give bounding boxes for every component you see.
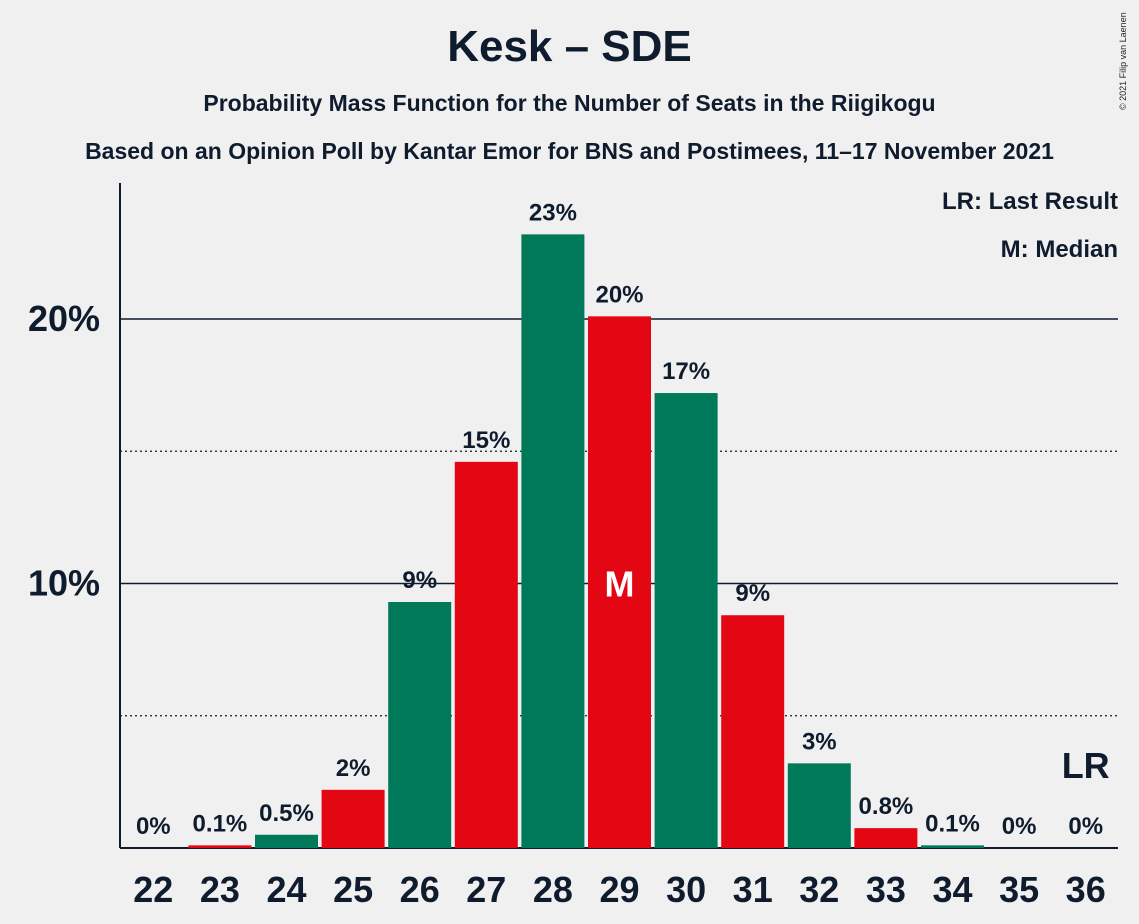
bar-value-label: 2% — [336, 755, 371, 782]
x-tick-label: 28 — [533, 869, 573, 910]
bar-28 — [521, 234, 585, 849]
bar-value-label: 0.1% — [193, 810, 248, 837]
x-tick-label: 27 — [466, 869, 506, 910]
bar-value-label: 9% — [735, 580, 770, 607]
bar-25 — [321, 789, 385, 848]
bar-value-label: 0% — [1002, 813, 1037, 840]
bar-value-label: 23% — [529, 199, 577, 226]
x-tick-label: 24 — [266, 869, 306, 910]
y-tick-label: 20% — [28, 298, 100, 339]
x-tick-label: 30 — [666, 869, 706, 910]
bar-33 — [854, 828, 918, 848]
bar-value-label: 9% — [402, 567, 437, 594]
last-result-marker: LR — [1062, 745, 1110, 786]
bar-value-label: 15% — [462, 427, 510, 454]
bar-value-label: 17% — [662, 358, 710, 385]
bar-31 — [721, 615, 785, 848]
x-tick-label: 31 — [733, 869, 773, 910]
bar-27 — [454, 461, 518, 848]
x-tick-label: 34 — [932, 869, 972, 910]
bar-34 — [921, 845, 984, 848]
x-tick-label: 23 — [200, 869, 240, 910]
bar-value-label: 0.5% — [259, 800, 314, 827]
bar-23 — [188, 845, 252, 848]
median-marker: M — [605, 564, 635, 605]
bar-24 — [255, 834, 318, 848]
legend-last-result: LR: Last Result — [942, 188, 1118, 215]
x-tick-label: 36 — [1066, 869, 1106, 910]
bar-value-label: 0.1% — [925, 810, 980, 837]
bar-value-label: 3% — [802, 728, 837, 755]
chart-source: Based on an Opinion Poll by Kantar Emor … — [85, 138, 1054, 164]
x-tick-label: 22 — [133, 869, 173, 910]
bar-value-label: 20% — [595, 281, 643, 308]
bar-29 — [588, 316, 651, 849]
y-tick-label: 10% — [28, 563, 100, 604]
x-tick-label: 32 — [799, 869, 839, 910]
bar-32 — [787, 763, 851, 848]
bar-26 — [388, 602, 452, 848]
legend-median: M: Median — [1001, 236, 1118, 263]
x-tick-label: 26 — [400, 869, 440, 910]
chart-subtitle: Probability Mass Function for the Number… — [203, 90, 936, 116]
x-tick-label: 33 — [866, 869, 906, 910]
bar-value-label: 0% — [1068, 813, 1103, 840]
chart-title: Kesk – SDE — [447, 22, 692, 71]
bar-value-label: 0.8% — [859, 793, 914, 820]
bar-value-label: 0% — [136, 813, 171, 840]
x-tick-label: 29 — [599, 869, 639, 910]
bar-30 — [654, 393, 718, 848]
x-tick-label: 35 — [999, 869, 1039, 910]
x-tick-label: 25 — [333, 869, 373, 910]
